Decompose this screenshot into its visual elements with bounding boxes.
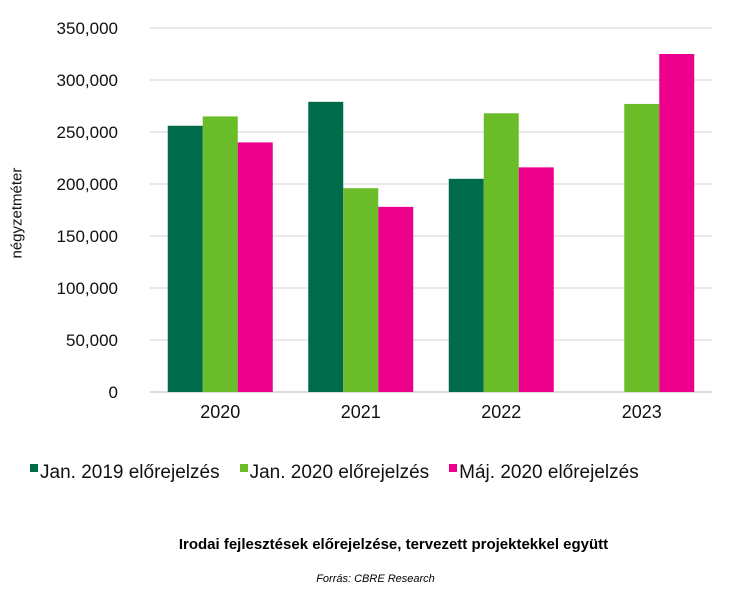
bar [202, 116, 238, 393]
bar [343, 188, 379, 392]
chart-title: Irodai fejlesztések előrejelzése, tervez… [178, 536, 609, 553]
legend-swatch [449, 464, 458, 472]
legend-label: Jan. 2019 előrejelzés [40, 462, 220, 483]
legend-swatch [239, 464, 248, 472]
y-tick-label: 250,000 [57, 123, 118, 142]
legend-item: Jan. 2019 előrejelzés [30, 462, 220, 484]
x-tick-label: 2020 [200, 402, 240, 422]
legend-swatch [30, 464, 38, 472]
bar [624, 103, 660, 393]
x-tick-label: 2021 [341, 402, 381, 422]
bar [483, 113, 519, 392]
y-tick-label: 350,000 [57, 19, 118, 38]
y-tick-label: 50,000 [66, 331, 118, 350]
y-tick-label: 200,000 [57, 175, 118, 194]
bar [237, 142, 273, 392]
x-tick-label: 2022 [481, 402, 521, 422]
y-tick-label: 150,000 [57, 227, 118, 246]
bar [308, 101, 344, 392]
legend: Jan. 2019 előrejelzés Jan. 2020 előrejel… [30, 462, 659, 484]
bar [518, 167, 554, 392]
bar [659, 54, 695, 392]
x-tick-label: 2023 [622, 402, 662, 422]
legend-item: Máj. 2020 előrejelzés [449, 462, 639, 484]
legend-label: Máj. 2020 előrejelzés [459, 462, 639, 483]
y-axis-label: négyzetméter [8, 167, 26, 259]
bar [448, 178, 484, 392]
legend-item: Jan. 2020 előrejelzés [239, 462, 430, 484]
bar [167, 125, 203, 392]
legend-label: Jan. 2020 előrejelzés [249, 462, 430, 483]
y-tick-label: 300,000 [57, 71, 118, 90]
chart-source: Forrás: CBRE Research [316, 573, 435, 585]
y-tick-label: 0 [109, 383, 118, 402]
bar [378, 206, 414, 392]
y-tick-label: 100,000 [57, 279, 118, 298]
